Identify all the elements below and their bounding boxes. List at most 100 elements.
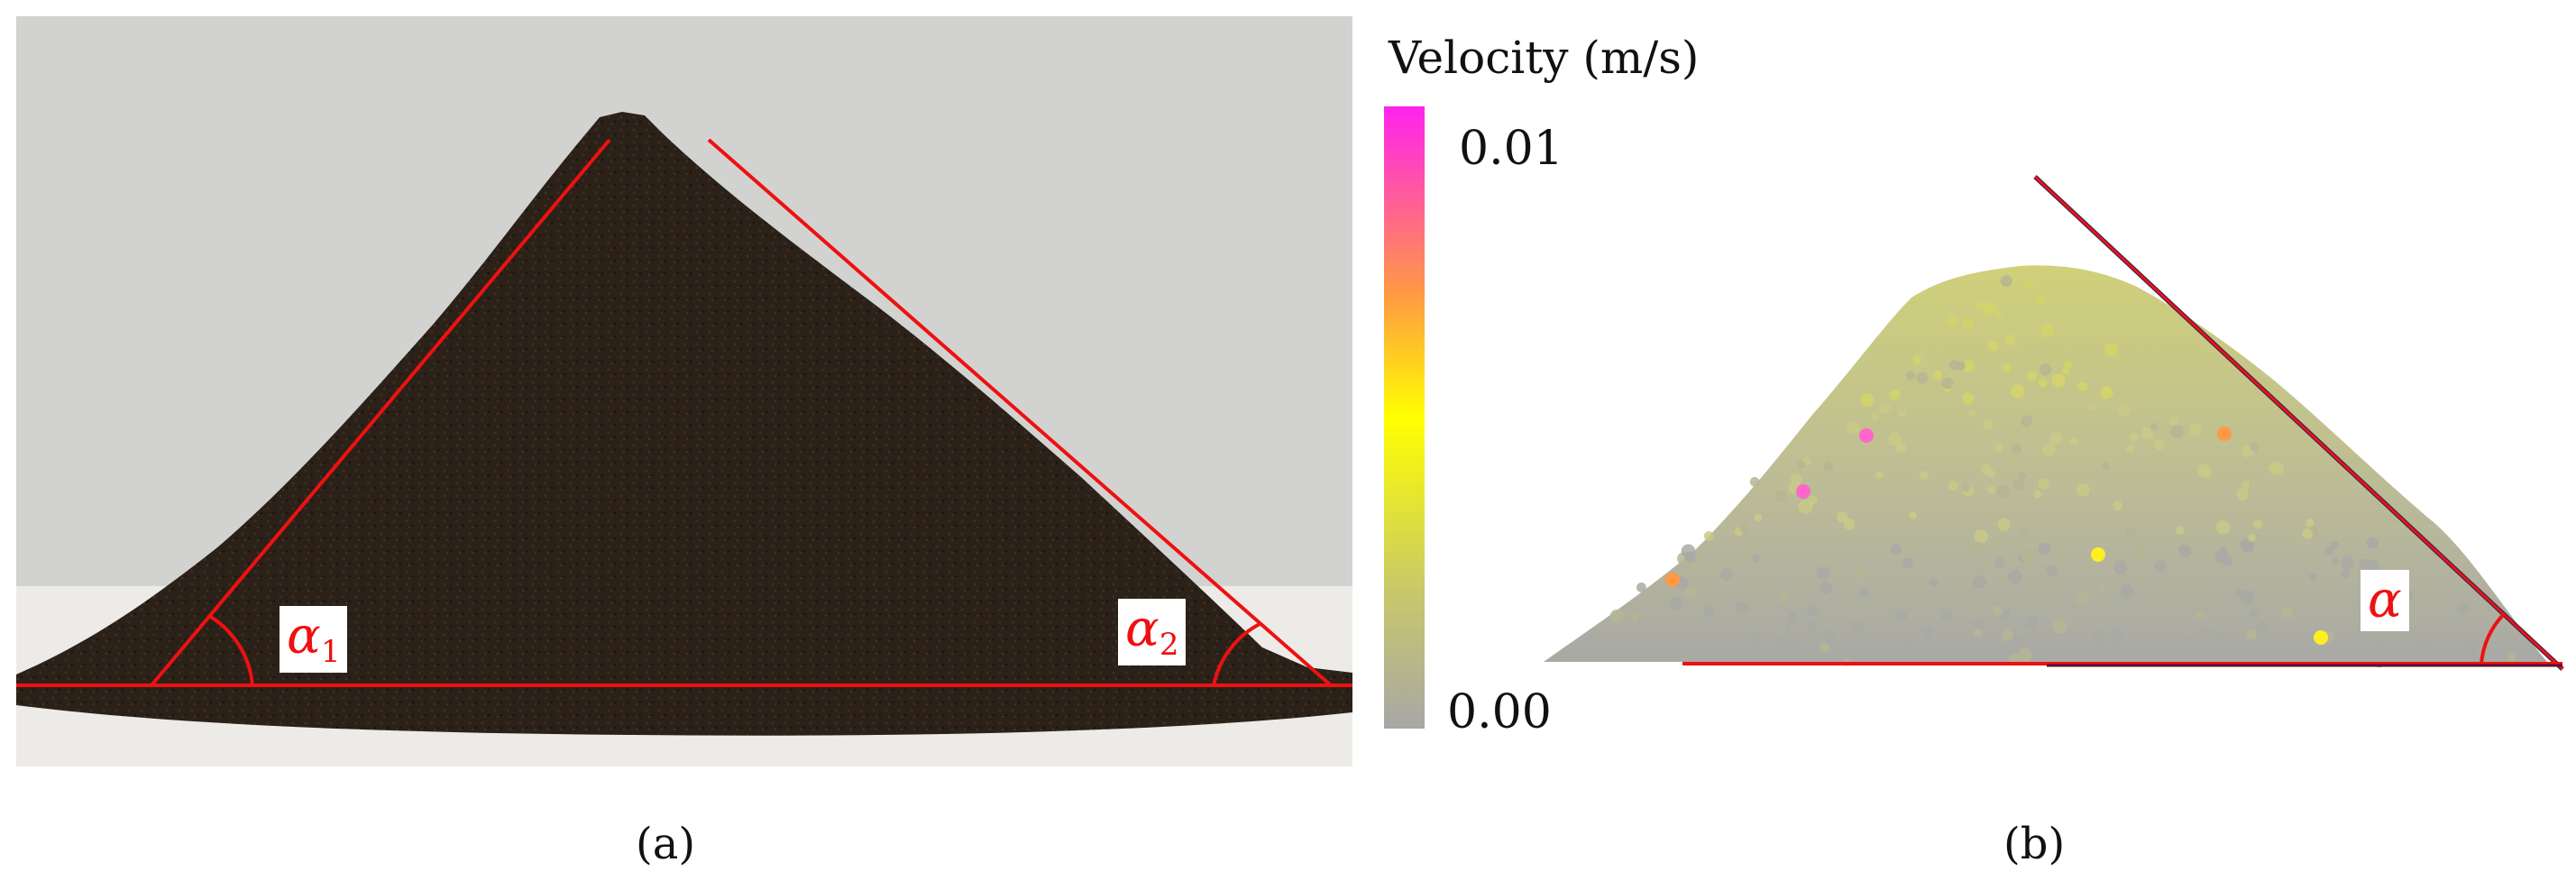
particle xyxy=(2024,615,2040,630)
particle xyxy=(1754,513,1763,522)
particle xyxy=(1681,544,1696,559)
particle xyxy=(2117,403,2131,417)
particle xyxy=(2463,638,2479,654)
particle xyxy=(2141,427,2154,440)
particle xyxy=(1967,408,1976,417)
particle xyxy=(2331,540,2340,549)
particle xyxy=(1895,442,1906,454)
angle-symbol: α xyxy=(2368,571,2402,629)
particle xyxy=(1933,370,1943,381)
particle xyxy=(2341,555,2355,570)
particle xyxy=(2076,482,2090,497)
angle-label-alpha-2: α2 xyxy=(1118,599,1187,665)
particle xyxy=(1584,634,1594,643)
particle xyxy=(1898,409,1907,418)
particle xyxy=(1807,605,1818,617)
particle xyxy=(1982,418,1994,430)
particle xyxy=(2110,346,2118,354)
particle xyxy=(2069,436,2078,445)
particle xyxy=(2366,537,2379,549)
particle xyxy=(2041,443,2056,457)
fast-particle xyxy=(2217,427,2232,441)
particle xyxy=(1669,597,1683,610)
fast-particle xyxy=(2091,547,2105,562)
particle xyxy=(1843,518,1856,530)
particle xyxy=(1636,583,1646,592)
particle xyxy=(1894,610,1907,624)
particle xyxy=(1875,471,1884,480)
slope-line-right xyxy=(707,138,1333,687)
angle-arc-right xyxy=(1212,621,1262,686)
particle xyxy=(2176,526,2185,536)
sim-slope-line xyxy=(2033,175,2564,671)
particle xyxy=(1890,543,1902,555)
particle xyxy=(2331,557,2339,565)
particle xyxy=(1836,511,1848,523)
particle xyxy=(1720,652,1731,663)
particle-pile xyxy=(1544,265,2547,662)
particle xyxy=(2129,432,2139,442)
particle xyxy=(2036,295,2046,305)
particle xyxy=(1631,613,1639,621)
angle-symbol: α xyxy=(1125,600,1160,658)
particle xyxy=(2012,478,2025,491)
angle-label-alpha: α xyxy=(2361,570,2409,631)
particle xyxy=(2269,461,2285,475)
particle xyxy=(1993,605,2003,616)
particle xyxy=(1974,529,1988,544)
particle xyxy=(2246,629,2257,640)
angle-symbol: α xyxy=(287,607,321,665)
particle xyxy=(2196,610,2205,619)
particle xyxy=(2133,545,2146,557)
particle xyxy=(1823,462,1833,472)
particle xyxy=(2002,362,2012,372)
particle xyxy=(1974,301,1983,309)
particle xyxy=(2097,584,2106,593)
particle xyxy=(1851,621,1864,634)
particle xyxy=(1921,627,1934,639)
sim-angle-arc xyxy=(2480,612,2506,665)
particle xyxy=(1739,523,1749,533)
particle xyxy=(1929,578,1938,587)
particle xyxy=(1948,481,1958,491)
particle xyxy=(2093,630,2105,644)
particle xyxy=(1912,355,1922,364)
particle xyxy=(2052,619,2067,634)
particle xyxy=(2372,639,2384,651)
particle xyxy=(1819,582,1833,595)
colorbar-gradient xyxy=(1384,106,1425,729)
caption-a: (a) xyxy=(636,819,696,869)
particle xyxy=(1947,316,1958,327)
particle xyxy=(1784,623,1793,632)
particle xyxy=(1752,555,1760,563)
soil-pile xyxy=(16,112,1352,736)
colorbar-max-label: 0.01 xyxy=(1459,122,1563,176)
particle xyxy=(1779,593,1788,602)
particle xyxy=(2113,560,2128,575)
particle xyxy=(1776,637,1786,647)
particle xyxy=(1786,612,1798,624)
particle xyxy=(2308,573,2317,582)
angle-index: 2 xyxy=(1159,627,1179,663)
particle xyxy=(2101,462,2110,471)
particle xyxy=(2456,602,2469,616)
particle xyxy=(2351,651,2365,665)
particle xyxy=(2235,588,2244,597)
particle xyxy=(2076,591,2090,605)
particle xyxy=(1956,361,1966,372)
particle xyxy=(1939,608,1953,621)
particle xyxy=(2039,378,2048,388)
particle xyxy=(1691,563,1701,573)
particle xyxy=(2000,275,2012,288)
particle xyxy=(2007,569,2022,584)
particle xyxy=(1981,301,1996,316)
panel-b-simulation xyxy=(1544,175,2564,671)
particle xyxy=(1816,566,1830,581)
particle xyxy=(2001,629,2014,642)
fast-particle xyxy=(1859,428,1874,443)
particle xyxy=(2046,564,2058,576)
particle xyxy=(2063,361,2072,370)
fast-particle xyxy=(1796,484,1811,499)
particle xyxy=(1904,641,1915,652)
particle xyxy=(2012,443,2022,454)
